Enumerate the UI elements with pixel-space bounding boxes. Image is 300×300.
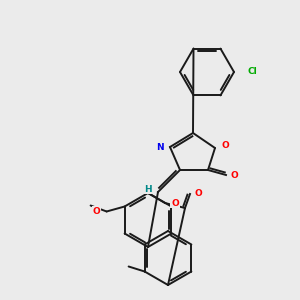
Text: Cl: Cl — [248, 68, 258, 76]
Text: O: O — [93, 207, 101, 216]
Text: N: N — [156, 142, 164, 152]
Text: O: O — [194, 190, 202, 199]
Text: H: H — [144, 184, 152, 194]
Text: O: O — [221, 142, 229, 151]
Text: O: O — [230, 170, 238, 179]
Text: O: O — [171, 199, 179, 208]
